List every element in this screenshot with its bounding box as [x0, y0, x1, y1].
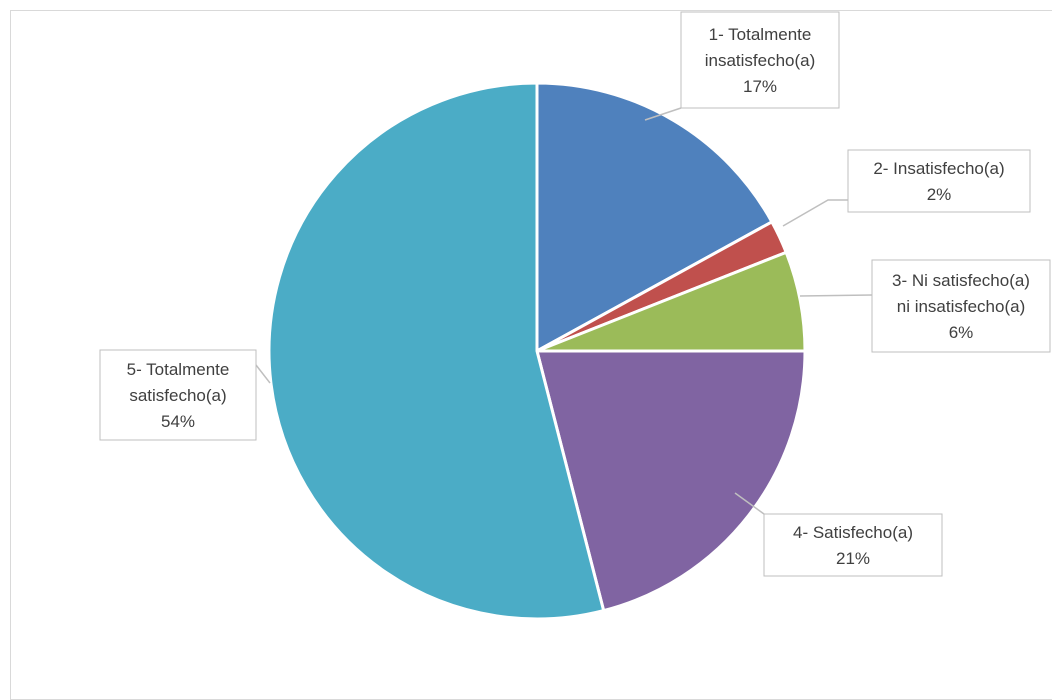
pie-slice-4: [535, 349, 807, 613]
label-box-5: [99, 349, 257, 441]
leader-line-2: [782, 199, 848, 227]
pie-chart: 1- Totalmente insatisfecho(a) 17% 2- Insati…: [99, 11, 1051, 621]
label-box-2: [847, 149, 1031, 213]
value-label-1: 17%: [743, 77, 777, 96]
data-label-callouts: 1- Totalmente insatisfecho(a) 17% 2- Insati…: [99, 11, 1051, 577]
leader-line-3: [799, 294, 873, 297]
data-label-2: 2- Insatisfecho(a) 2%: [782, 149, 1031, 227]
label-box-3: [871, 259, 1051, 353]
data-label-3: 3- Ni satisfecho(a) ni insatisfecho(a) 6%: [799, 259, 1051, 353]
data-label-1: 1- Totalmente insatisfecho(a) 17%: [644, 11, 840, 121]
label-box-1: [680, 11, 840, 109]
leader-line-1: [644, 107, 682, 121]
category-label-5: satisfecho(a): [129, 386, 226, 405]
pie-slice-1: [535, 81, 774, 353]
pie-slice-5: [267, 81, 606, 621]
category-label-4: 4- Satisfecho(a): [793, 523, 913, 542]
data-label-4: 4- Satisfecho(a) 21%: [734, 492, 943, 577]
category-label-1: insatisfecho(a): [705, 51, 816, 70]
category-label-2: 2- Insatisfecho(a): [873, 159, 1004, 178]
category-label-3: ni insatisfecho(a): [897, 297, 1026, 316]
label-box-4: [763, 513, 943, 577]
pie-slices: [267, 81, 807, 621]
value-label-4: 21%: [836, 549, 870, 568]
leader-line-5: [255, 364, 271, 384]
leader-line-4: [734, 492, 765, 515]
value-label-3: 6%: [949, 323, 974, 342]
data-label-5: 5- Totalmente satisfecho(a) 54%: [99, 349, 271, 441]
value-label-2: 2%: [927, 185, 952, 204]
category-label-5: 5- Totalmente: [127, 360, 230, 379]
value-label-5: 54%: [161, 412, 195, 431]
category-label-1: 1- Totalmente: [709, 25, 812, 44]
category-label-3: 3- Ni satisfecho(a): [892, 271, 1030, 290]
